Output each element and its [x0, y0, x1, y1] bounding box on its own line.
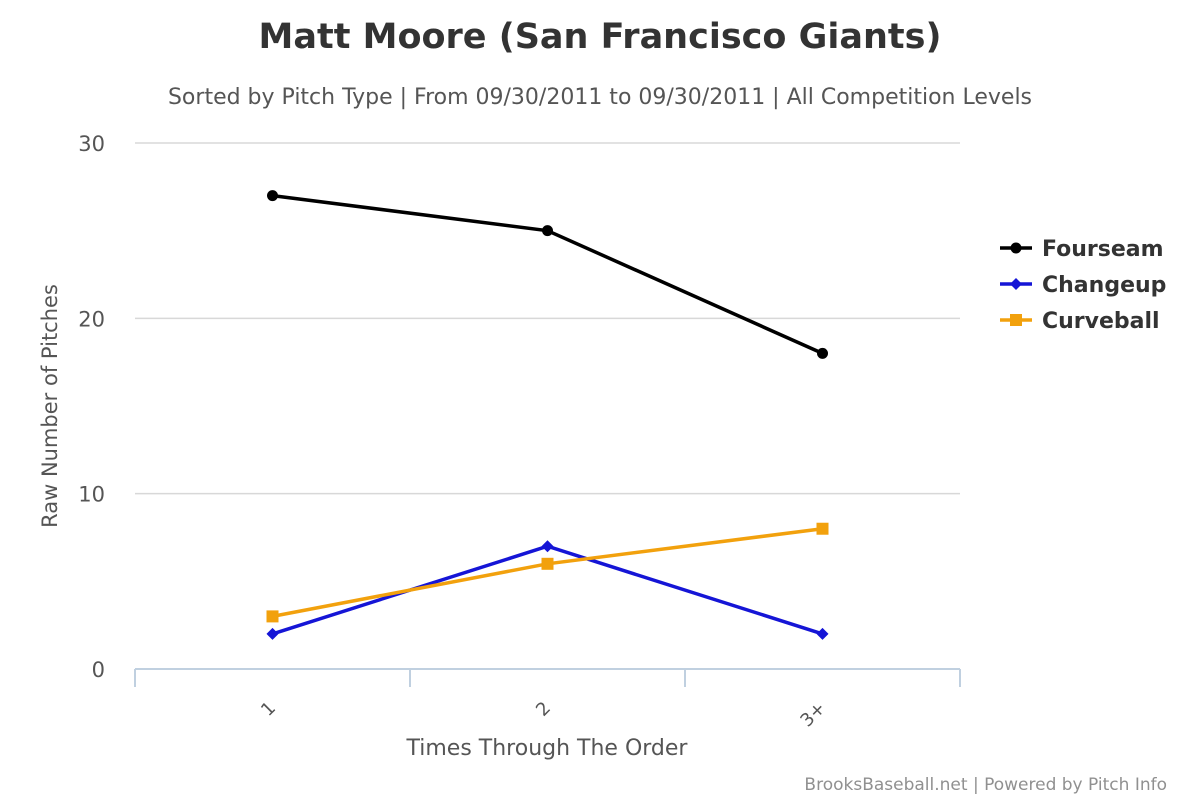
- legend-label: Curveball: [1042, 309, 1160, 334]
- data-point: [266, 610, 279, 623]
- data-point: [266, 627, 279, 640]
- data-point: [817, 347, 828, 359]
- y-tick-label: 30: [78, 132, 105, 156]
- data-point: [541, 540, 554, 553]
- legend-item-curveball[interactable]: Curveball: [1000, 309, 1160, 334]
- x-tick-label: 2: [532, 698, 555, 721]
- data-point: [816, 522, 829, 535]
- data-point: [542, 225, 553, 237]
- legend: Fourseam Changeup Curveball: [1000, 237, 1166, 334]
- x-tick-label: 3+: [796, 698, 830, 732]
- legend-marker: [1010, 314, 1022, 326]
- grid: [135, 142, 960, 495]
- data-point: [541, 557, 554, 570]
- series-changeup: [266, 540, 829, 640]
- credits[interactable]: BrooksBaseball.net | Powered by Pitch In…: [804, 775, 1167, 795]
- chart-subtitle: Sorted by Pitch Type | From 09/30/2011 t…: [168, 85, 1032, 110]
- x-axis-label: Times Through The Order: [406, 736, 689, 761]
- y-axis: 0 10 20 30: [78, 132, 105, 682]
- series-line: [272, 193, 824, 355]
- legend-item-fourseam[interactable]: Fourseam: [1000, 237, 1164, 262]
- legend-label: Changeup: [1042, 273, 1166, 298]
- x-tick-label: 1: [257, 698, 280, 721]
- data-point: [816, 627, 829, 640]
- legend-marker: [1010, 278, 1022, 290]
- legend-marker: [1010, 242, 1022, 254]
- y-tick-label: 20: [78, 307, 105, 331]
- legend-label: Fourseam: [1042, 237, 1164, 262]
- legend-item-changeup[interactable]: Changeup: [1000, 273, 1166, 298]
- data-point: [267, 190, 278, 202]
- y-tick-label: 0: [92, 658, 105, 682]
- y-axis-label: Raw Number of Pitches: [38, 284, 62, 528]
- series-curveball: [266, 522, 829, 623]
- series-group: [266, 190, 829, 640]
- series-fourseam: [267, 190, 828, 359]
- x-axis: 1 2 3+: [134, 668, 961, 732]
- y-tick-label: 10: [78, 483, 105, 507]
- chart-title: Matt Moore (San Francisco Giants): [259, 17, 942, 57]
